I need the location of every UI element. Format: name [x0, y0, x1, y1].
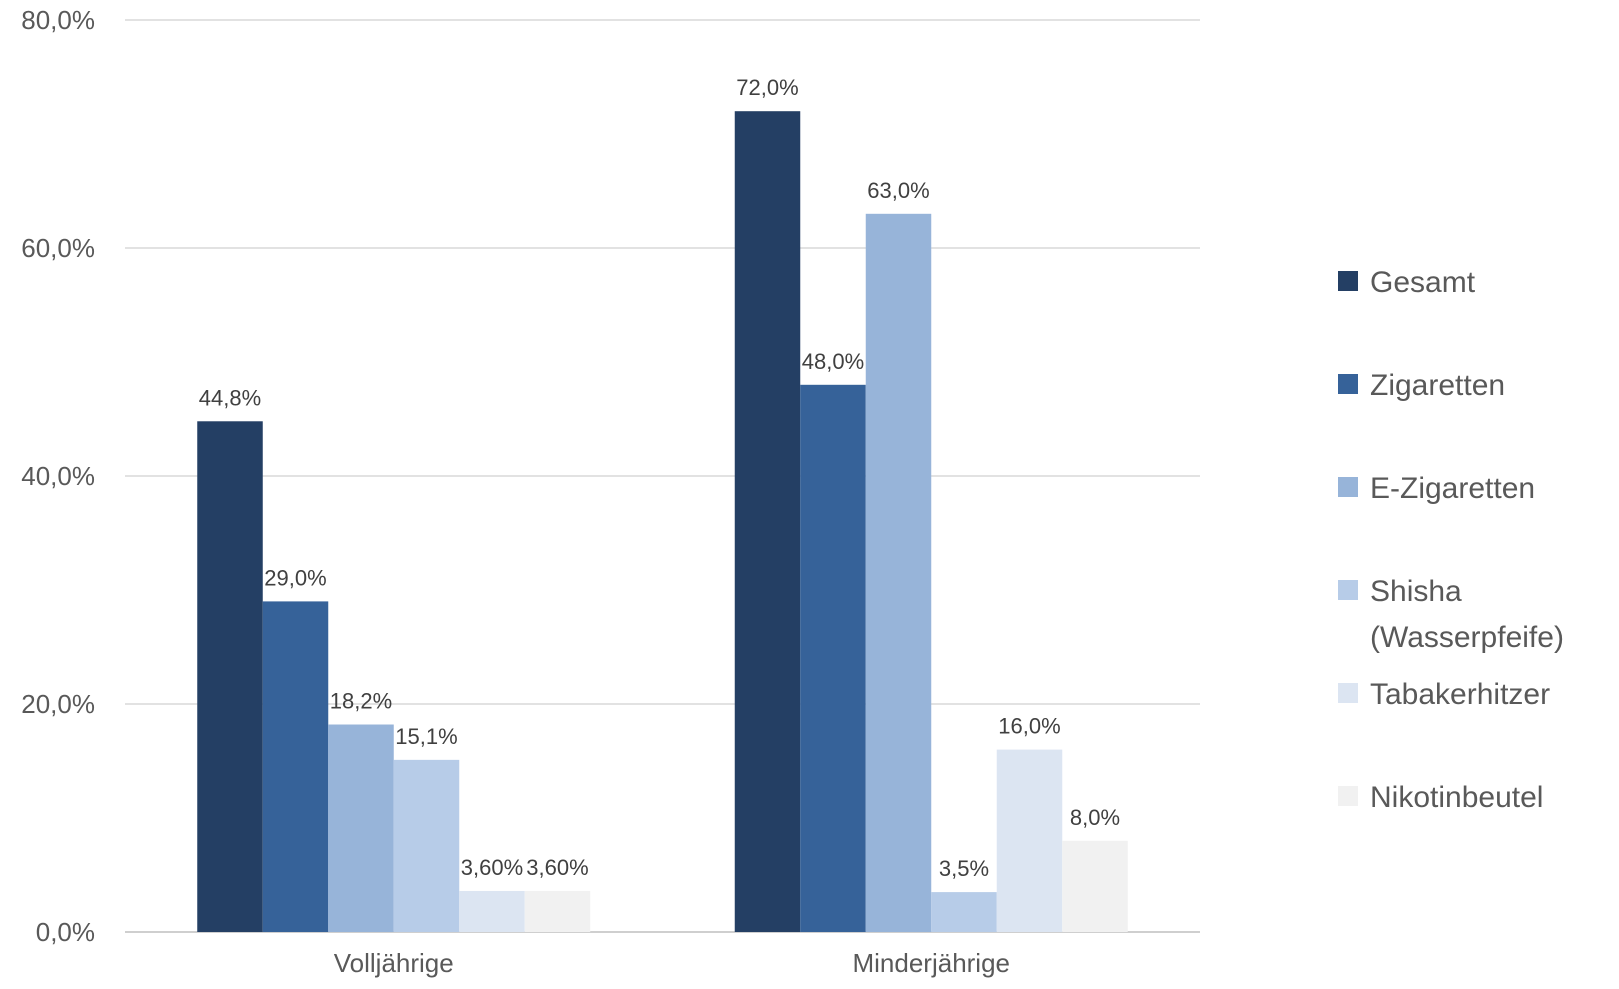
bar-tabakerhitzer-1 [996, 749, 1063, 932]
y-tick-label: 0,0% [36, 917, 95, 947]
data-label: 44,8% [199, 385, 261, 410]
legend-label: E-Zigaretten [1370, 472, 1535, 505]
data-label: 18,2% [330, 689, 392, 714]
legend-swatch [1338, 477, 1358, 497]
bar-gesamt-1 [734, 111, 801, 932]
data-label: 16,0% [998, 714, 1060, 739]
bar-nikotinbeutel-1 [1062, 840, 1128, 932]
category-label: Minderjährige [852, 948, 1010, 978]
category-label: Volljährige [334, 948, 454, 978]
bar-e-zigaretten-0 [328, 724, 394, 932]
data-label: 8,0% [1070, 805, 1120, 830]
data-labels: 44,8% 29,0% 18,2%15,1% 3,60% 3,60% 72,0% 48,0%… [199, 75, 1120, 881]
bars [197, 111, 1128, 933]
x-axis: Volljährige Minderjährige [334, 948, 1010, 978]
legend-swatch [1338, 374, 1358, 394]
data-label: 3,60% [526, 855, 588, 880]
legend: Gesamt Zigaretten E-Zigaretten Shisha (Wasse… [1338, 266, 1564, 814]
legend-label: (Wasserpfeife) [1370, 621, 1564, 654]
legend-swatch [1338, 271, 1358, 291]
legend-label: Nikotinbeutel [1370, 781, 1543, 814]
bar-tabakerhitzer-0 [459, 890, 525, 932]
y-tick-label: 60,0% [21, 233, 95, 263]
data-label: 72,0% [736, 75, 798, 100]
data-label: 29,0% [264, 565, 326, 590]
bar-zigaretten-0 [262, 601, 329, 932]
bar-e-zigaretten-1 [865, 213, 932, 933]
data-label: 48,0% [802, 349, 864, 374]
legend-label: Shisha [1370, 575, 1462, 608]
legend-label: Zigaretten [1370, 369, 1505, 402]
bar-shisha-wasserpfeife-0 [393, 759, 460, 932]
bar-shisha-wasserpfeife-1 [931, 892, 997, 932]
legend-swatch [1338, 580, 1358, 600]
bar-zigaretten-1 [800, 384, 866, 932]
y-tick-label: 40,0% [21, 461, 95, 491]
y-tick-label: 80,0% [21, 5, 95, 35]
bar-gesamt-0 [197, 421, 263, 932]
y-tick-label: 20,0% [21, 689, 95, 719]
bar-nikotinbeutel-0 [524, 890, 591, 932]
data-label: 63,0% [867, 178, 929, 203]
y-axis: 0,0% 20,0% 40,0% 60,0% 80,0% [21, 5, 95, 947]
data-label: 3,5% [939, 856, 989, 881]
legend-label: Tabakerhitzer [1370, 678, 1550, 711]
data-label: 3,60% [461, 855, 523, 880]
legend-swatch [1338, 786, 1358, 806]
data-label: 15,1% [395, 724, 457, 749]
legend-swatch [1338, 683, 1358, 703]
legend-label: Gesamt [1370, 266, 1476, 299]
